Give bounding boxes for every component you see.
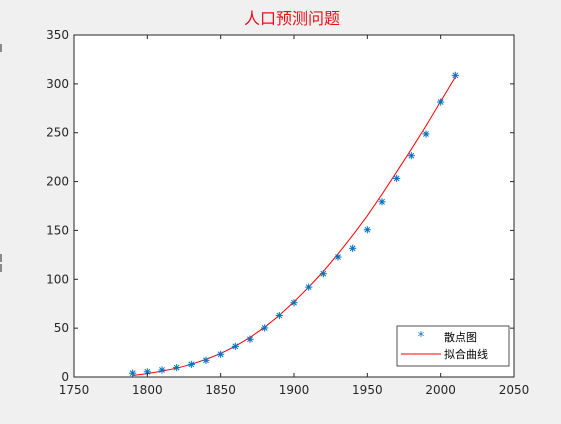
x-tick-label: 2050 bbox=[499, 383, 530, 397]
scatter-point bbox=[290, 299, 298, 307]
star-stroke bbox=[159, 367, 165, 373]
star-stroke bbox=[217, 351, 224, 358]
star-stroke bbox=[261, 325, 268, 331]
x-tick-label: 1800 bbox=[132, 383, 163, 397]
star-stroke bbox=[320, 270, 327, 277]
star-stroke bbox=[379, 198, 385, 205]
x-tick-label: 1950 bbox=[352, 383, 383, 397]
star-stroke bbox=[173, 364, 180, 371]
legend[interactable]: * 散点图 拟合曲线 bbox=[396, 325, 510, 367]
x-tick-label: 1750 bbox=[59, 383, 90, 397]
x-tick-label: 1850 bbox=[205, 383, 236, 397]
star-stroke bbox=[276, 312, 283, 319]
x-tick-label: 1900 bbox=[279, 383, 310, 397]
star-stroke bbox=[393, 175, 400, 182]
star-stroke bbox=[335, 254, 341, 260]
axis-ticks: 1750 1800 1850 1900 1950 2000 2050 0 50 100 150 200… bbox=[46, 28, 529, 397]
scatter-point bbox=[363, 226, 371, 234]
star-stroke bbox=[305, 284, 312, 291]
star-stroke bbox=[408, 152, 415, 159]
star-stroke bbox=[291, 299, 297, 306]
scatter-point bbox=[319, 270, 327, 278]
legend-label-scatter: 散点图 bbox=[444, 330, 477, 344]
window-edge-mark bbox=[0, 254, 2, 262]
scatter-point bbox=[246, 335, 254, 343]
window-edge-mark bbox=[0, 44, 2, 52]
scatter-point bbox=[407, 152, 415, 160]
chart-title: 人口预测问题 bbox=[244, 9, 340, 28]
y-tick-label: 150 bbox=[46, 223, 69, 237]
y-tick-label: 200 bbox=[46, 175, 69, 189]
star-stroke bbox=[129, 370, 136, 377]
scatter-point bbox=[129, 369, 137, 377]
y-tick-label: 50 bbox=[54, 321, 69, 335]
scatter-point bbox=[261, 324, 269, 332]
axes-background bbox=[74, 35, 514, 377]
star-stroke bbox=[232, 343, 239, 350]
chart-marks bbox=[129, 71, 459, 377]
scatter-point bbox=[451, 71, 459, 79]
x-tick-label: 2000 bbox=[425, 383, 456, 397]
y-tick-label: 100 bbox=[46, 272, 69, 286]
star-stroke bbox=[364, 226, 371, 233]
scatter-point bbox=[305, 283, 313, 291]
y-tick-label: 300 bbox=[46, 77, 69, 91]
star-stroke bbox=[203, 357, 209, 364]
star-stroke bbox=[437, 99, 444, 105]
y-tick-label: 0 bbox=[61, 370, 69, 384]
scatter-point bbox=[187, 360, 195, 368]
scatter-point bbox=[437, 98, 445, 106]
legend-label-fit: 拟合曲线 bbox=[444, 347, 488, 361]
star-stroke bbox=[188, 361, 195, 368]
scatter-point bbox=[393, 174, 401, 183]
star-stroke bbox=[144, 368, 151, 375]
scatter-point bbox=[202, 356, 210, 364]
scatter-point bbox=[378, 198, 386, 206]
star-stroke bbox=[452, 72, 459, 79]
window-edge-mark bbox=[0, 264, 2, 272]
star-stroke bbox=[423, 131, 429, 137]
scatter-point bbox=[349, 244, 357, 252]
scatter-point bbox=[422, 130, 430, 138]
scatter-point bbox=[275, 311, 283, 320]
legend-box bbox=[396, 325, 510, 367]
y-tick-label: 350 bbox=[46, 28, 69, 42]
scatter-point bbox=[231, 342, 239, 350]
scatter-point bbox=[334, 253, 342, 261]
y-tick-label: 250 bbox=[46, 126, 69, 140]
star-stroke bbox=[247, 336, 253, 343]
scatter-point bbox=[173, 364, 181, 372]
star-stroke bbox=[349, 245, 356, 252]
scatter-point bbox=[158, 366, 166, 374]
scatter-point bbox=[217, 350, 225, 358]
legend-star-marker: * bbox=[418, 330, 425, 345]
